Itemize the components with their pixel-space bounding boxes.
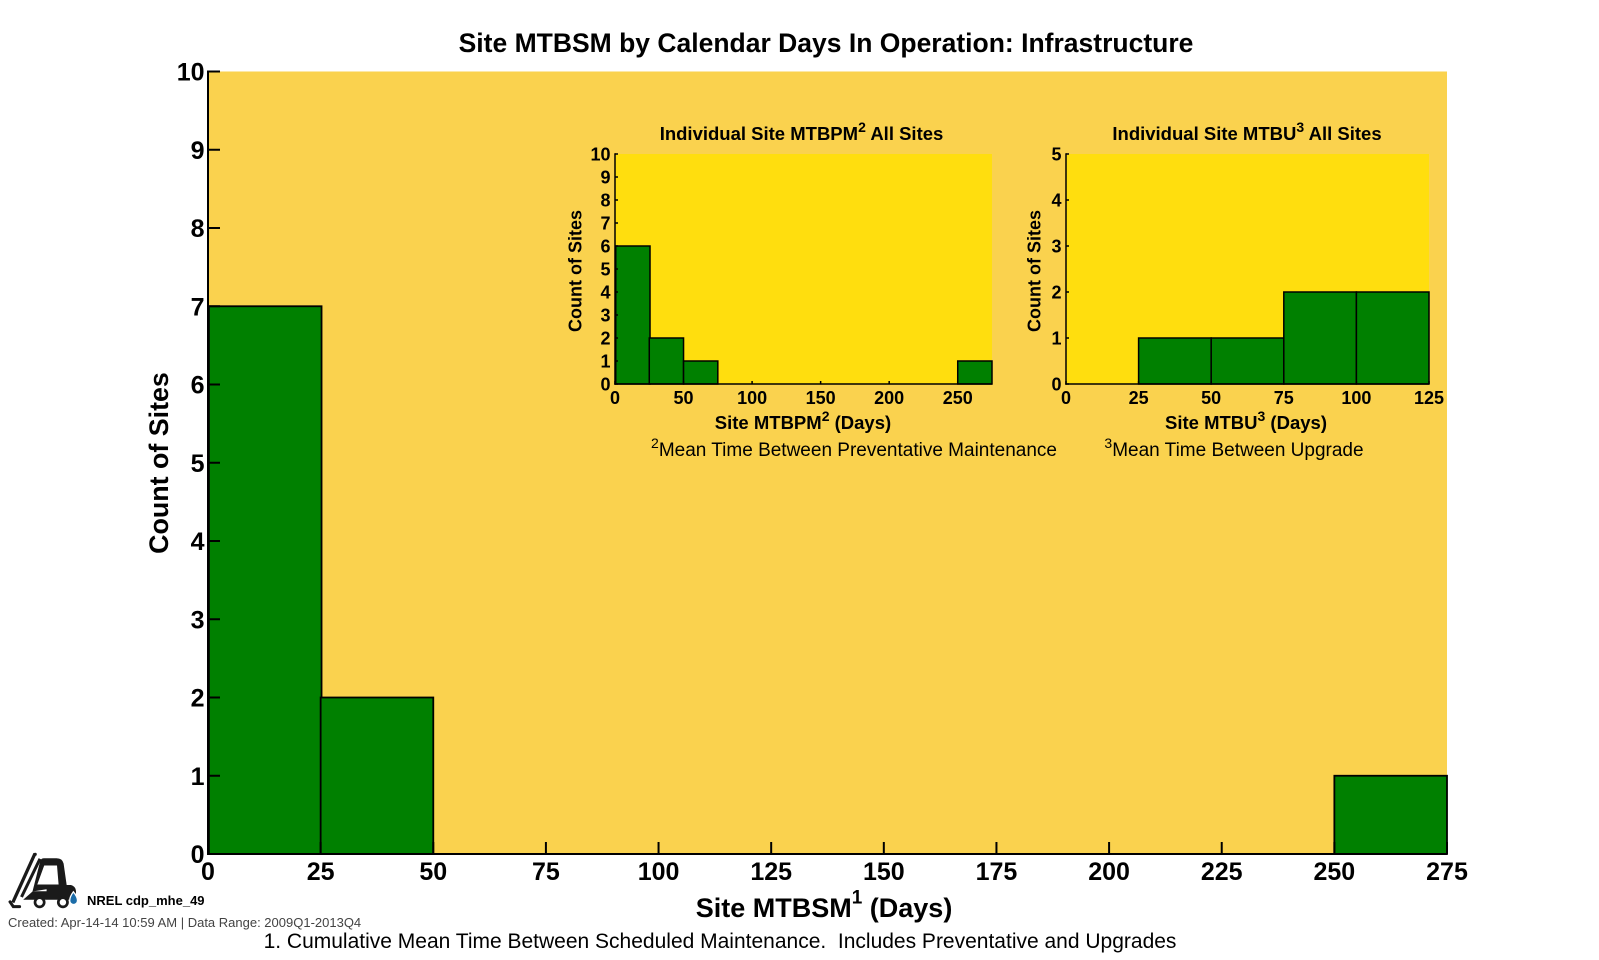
svg-text:175: 175 <box>976 858 1018 886</box>
svg-text:4: 4 <box>191 528 205 556</box>
svg-text:1. Cumulative Mean Time Betwee: 1. Cumulative Mean Time Between Schedule… <box>264 930 1177 953</box>
svg-text:75: 75 <box>1274 388 1294 408</box>
svg-text:250: 250 <box>1314 858 1356 886</box>
svg-text:Count of Sites: Count of Sites <box>566 210 586 332</box>
svg-text:2Mean Time Between Preventativ: 2Mean Time Between Preventative Maintena… <box>651 435 1057 461</box>
svg-text:10: 10 <box>177 59 205 87</box>
svg-text:0: 0 <box>191 841 205 869</box>
svg-text:4: 4 <box>600 282 610 302</box>
svg-text:100: 100 <box>638 858 680 886</box>
svg-text:1: 1 <box>191 763 205 791</box>
svg-text:9: 9 <box>191 137 205 165</box>
svg-text:Site MTBSM1 (Days): Site MTBSM1 (Days) <box>696 888 953 924</box>
svg-text:3: 3 <box>600 305 610 325</box>
svg-text:200: 200 <box>1088 858 1130 886</box>
svg-text:3Mean Time Between Upgrade: 3Mean Time Between Upgrade <box>1104 435 1363 461</box>
svg-text:50: 50 <box>419 858 447 886</box>
svg-text:Site MTBSM by Calendar Days In: Site MTBSM by Calendar Days In Operation… <box>459 28 1194 58</box>
svg-text:125: 125 <box>1414 388 1444 408</box>
svg-text:0: 0 <box>610 388 620 408</box>
svg-text:0: 0 <box>1051 374 1061 394</box>
svg-text:Site MTBU3 (Days): Site MTBU3 (Days) <box>1165 408 1327 433</box>
svg-text:Created: Apr-14-14 10:59 AM |: Created: Apr-14-14 10:59 AM | Data Range… <box>8 915 361 930</box>
svg-text:0: 0 <box>1061 388 1071 408</box>
svg-text:Site MTBPM2 (Days): Site MTBPM2 (Days) <box>715 408 891 433</box>
svg-text:3: 3 <box>191 606 205 634</box>
svg-text:100: 100 <box>1341 388 1371 408</box>
svg-text:Individual Site MTBU3 All Site: Individual Site MTBU3 All Sites <box>1112 119 1381 144</box>
svg-text:NREL cdp_mhe_49: NREL cdp_mhe_49 <box>87 893 205 908</box>
svg-text:25: 25 <box>307 858 335 886</box>
svg-text:8: 8 <box>600 190 610 210</box>
svg-text:8: 8 <box>191 215 205 243</box>
svg-text:Count of Sites: Count of Sites <box>144 372 174 554</box>
svg-text:225: 225 <box>1201 858 1243 886</box>
svg-text:150: 150 <box>806 388 836 408</box>
svg-text:5: 5 <box>600 259 610 279</box>
svg-text:6: 6 <box>600 236 610 256</box>
svg-text:250: 250 <box>943 388 973 408</box>
svg-text:50: 50 <box>674 388 694 408</box>
svg-text:50: 50 <box>1201 388 1221 408</box>
svg-text:4: 4 <box>1051 190 1061 210</box>
svg-text:5: 5 <box>191 450 205 478</box>
svg-text:1: 1 <box>600 351 610 371</box>
svg-text:10: 10 <box>590 144 610 164</box>
svg-text:275: 275 <box>1426 858 1468 886</box>
svg-text:25: 25 <box>1129 388 1149 408</box>
svg-text:75: 75 <box>532 858 560 886</box>
svg-text:2: 2 <box>191 685 205 713</box>
svg-text:Count of Sites: Count of Sites <box>1025 210 1045 332</box>
svg-text:150: 150 <box>863 858 905 886</box>
svg-text:0: 0 <box>201 858 215 886</box>
svg-text:1: 1 <box>1051 328 1061 348</box>
svg-text:125: 125 <box>750 858 792 886</box>
svg-text:100: 100 <box>737 388 767 408</box>
svg-text:6: 6 <box>191 372 205 400</box>
svg-text:9: 9 <box>600 167 610 187</box>
svg-text:3: 3 <box>1051 236 1061 256</box>
svg-text:0: 0 <box>600 374 610 394</box>
svg-text:200: 200 <box>874 388 904 408</box>
svg-text:5: 5 <box>1051 144 1061 164</box>
svg-text:7: 7 <box>191 293 205 321</box>
svg-text:Individual Site MTBPM2 All Sit: Individual Site MTBPM2 All Sites <box>660 119 944 144</box>
svg-text:2: 2 <box>600 328 610 348</box>
svg-text:2: 2 <box>1051 282 1061 302</box>
svg-text:7: 7 <box>600 213 610 233</box>
